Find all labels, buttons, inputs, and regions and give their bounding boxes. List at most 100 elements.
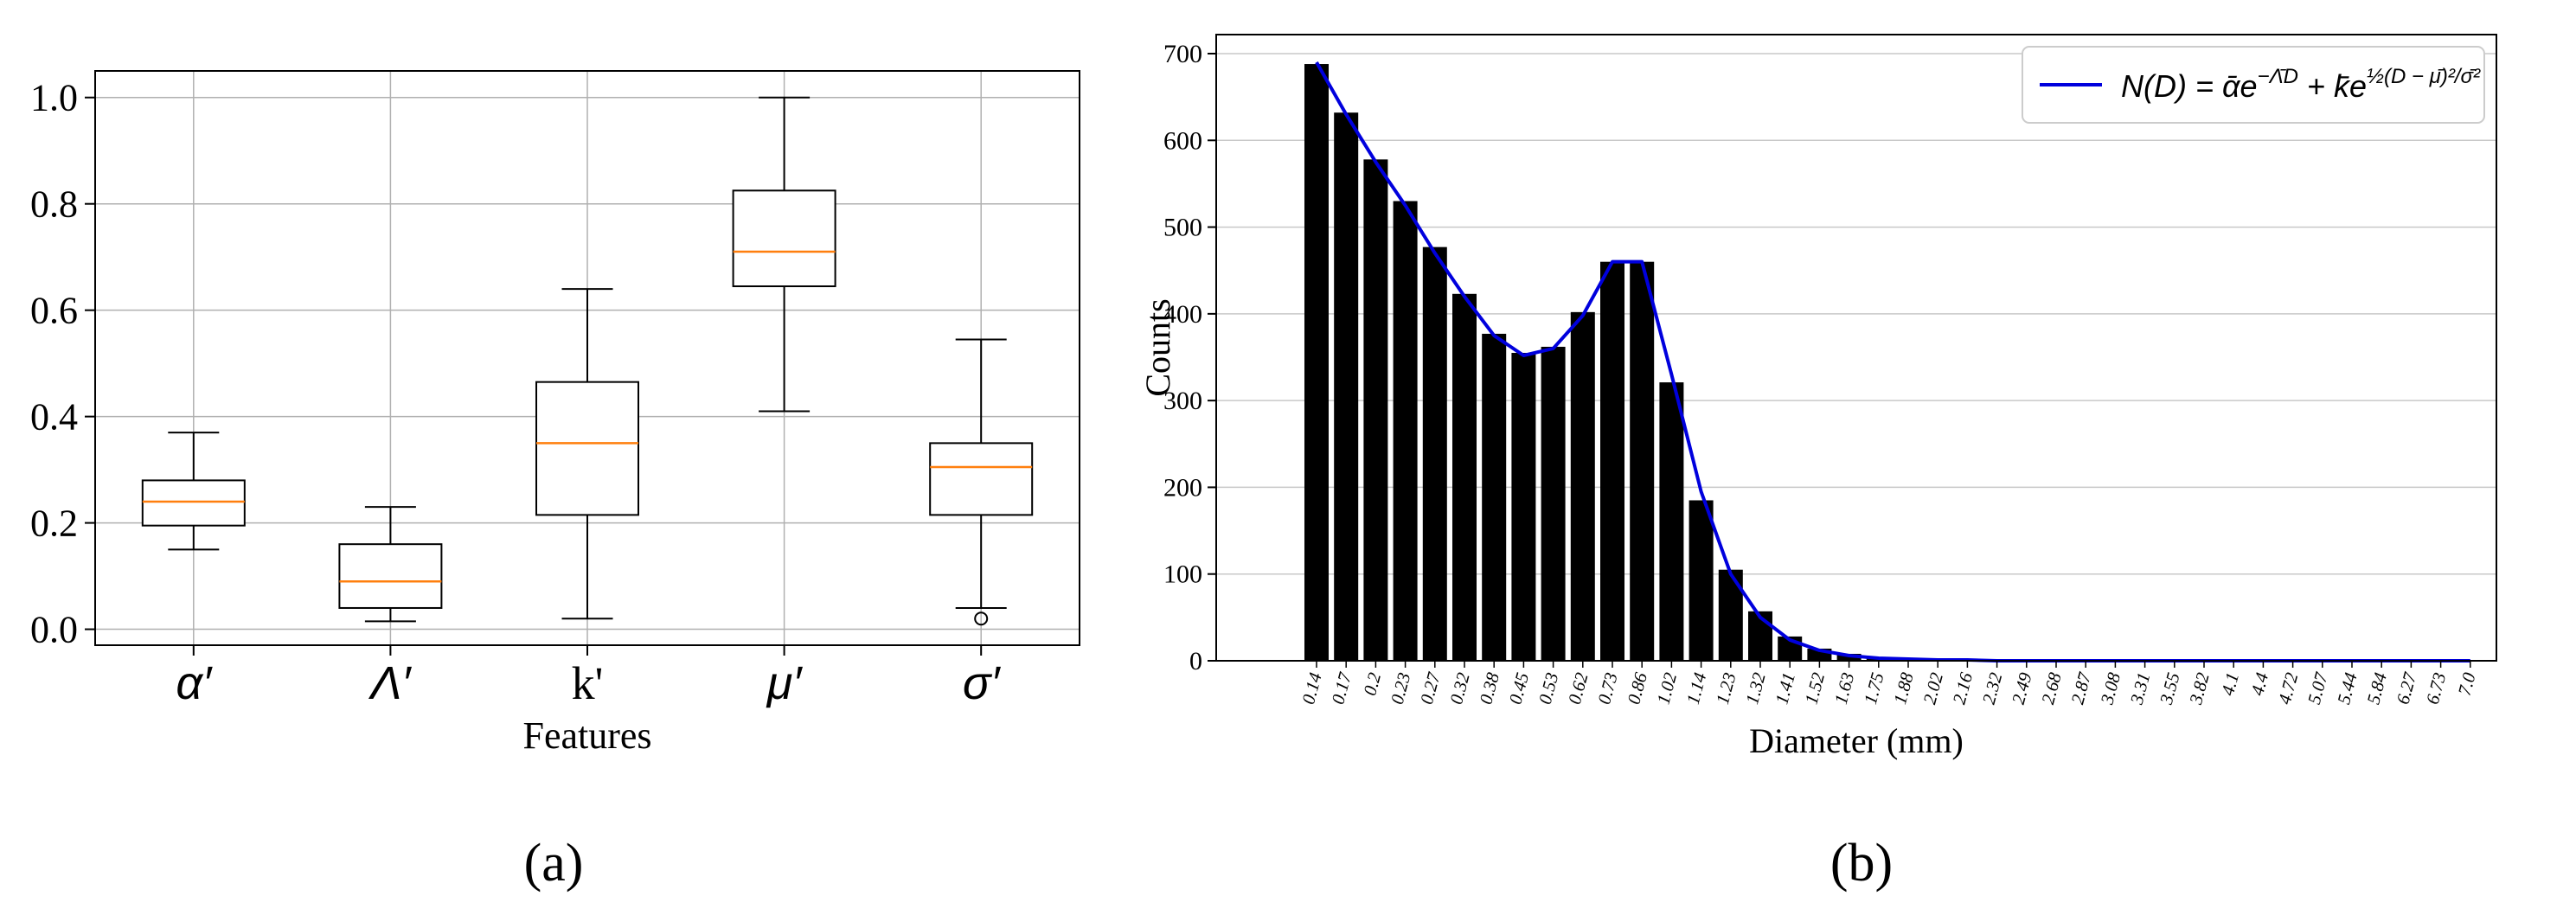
- x-tick-label: 4.72: [2274, 670, 2303, 707]
- x-axis-ticks: α′ Λ′ k' μ′ σ′: [176, 645, 1001, 709]
- x-tick-label: 3.08: [2096, 670, 2124, 707]
- y-tick-label: 0: [1189, 647, 1202, 675]
- x-tick-label: σ′: [963, 657, 1002, 709]
- x-tick-label: 2.32: [1978, 670, 2007, 707]
- y-tick-label: 0.4: [30, 396, 78, 438]
- y-axis-ticks: 0 100 200 300 400 500 600 700: [1163, 40, 1216, 675]
- x-tick-label: Λ′: [368, 657, 412, 709]
- x-tick-label: 1.14: [1682, 670, 1711, 707]
- y-tick-label: 0.8: [30, 183, 78, 226]
- x-tick-label: 5.84: [2362, 670, 2391, 707]
- legend-box: [2022, 46, 2485, 124]
- x-tick-label: 4.1: [2217, 670, 2243, 698]
- x-tick-label: 3.31: [2125, 670, 2154, 707]
- x-tick-label: 0.73: [1593, 670, 1622, 707]
- box: [338, 506, 443, 623]
- y-tick-label: 600: [1163, 126, 1202, 155]
- box: [732, 96, 836, 413]
- histogram-chart: 0 100 200 300 400 500 600 700 0.14 0.17 0.2 0.23 0.…: [1138, 34, 2497, 893]
- x-tick-label: 1.52: [1801, 670, 1829, 707]
- bar: [1718, 569, 1743, 661]
- x-tick-label: 2.02: [1919, 670, 1947, 707]
- x-tick-label: 6.27: [2393, 669, 2421, 707]
- x-tick-label: 1.02: [1653, 670, 1682, 707]
- x-tick-label: 2.68: [2037, 670, 2066, 707]
- x-tick-label: 0.86: [1623, 670, 1651, 707]
- y-tick-label: 100: [1163, 560, 1202, 589]
- x-tick-label: 1.41: [1771, 670, 1799, 707]
- x-tick-label: 0.53: [1535, 670, 1563, 707]
- bar: [1422, 246, 1447, 661]
- x-tick-label: 1.23: [1712, 670, 1740, 707]
- bar-series: [1304, 64, 2039, 662]
- x-tick-label: 0.62: [1564, 670, 1592, 707]
- y-tick-label: 700: [1163, 40, 1202, 68]
- x-tick-label: 3.82: [2185, 670, 2214, 707]
- box-body: [929, 442, 1034, 516]
- x-tick-label: 4.4: [2246, 670, 2272, 698]
- bar: [1659, 382, 1684, 661]
- panel-label-a: (a): [524, 834, 584, 893]
- bar: [1511, 352, 1536, 661]
- y-axis-ticks: 0.0 0.2 0.4 0.6 0.8 1.0: [30, 77, 95, 651]
- bar: [1452, 293, 1477, 661]
- x-tick-label: 0.14: [1298, 670, 1326, 707]
- grid-lines: [95, 71, 1080, 645]
- x-tick-label: 6.73: [2422, 670, 2451, 707]
- bar: [1688, 500, 1714, 661]
- x-axis-ticks: 0.14 0.17 0.2 0.23 0.27 0.32 0.38 0.45 0.53 0.62 0…: [1298, 661, 2480, 707]
- x-tick-label: 3.55: [2156, 670, 2184, 707]
- box-body: [338, 543, 443, 609]
- box-body: [732, 189, 836, 287]
- x-tick-label: 0.32: [1445, 670, 1474, 707]
- bar: [1630, 261, 1655, 661]
- bar: [1570, 311, 1595, 661]
- x-tick-label: 5.07: [2304, 669, 2332, 707]
- bar: [1600, 261, 1624, 661]
- x-tick-label: α′: [176, 657, 213, 709]
- bar: [1541, 346, 1566, 661]
- x-tick-label: 0.38: [1475, 670, 1503, 707]
- bar: [1482, 333, 1507, 661]
- box: [141, 432, 246, 551]
- outlier-point: [974, 611, 989, 626]
- x-tick-label: 2.49: [2008, 670, 2036, 707]
- plot-frame: [94, 70, 1080, 646]
- y-tick-label: 200: [1163, 473, 1202, 502]
- y-tick-label: 0.6: [30, 290, 78, 332]
- box-body: [141, 479, 246, 527]
- box: [929, 338, 1034, 626]
- y-tick-label: 400: [1163, 300, 1202, 329]
- x-tick-label: μ′: [766, 657, 804, 709]
- box-series: [141, 96, 1034, 626]
- x-tick-label: 0.27: [1416, 669, 1445, 707]
- x-tick-label: k': [572, 657, 604, 709]
- x-tick-label: 1.63: [1830, 670, 1859, 707]
- y-tick-label: 1.0: [30, 77, 78, 119]
- bar: [1334, 112, 1359, 662]
- box: [535, 288, 639, 620]
- x-tick-label: 1.88: [1889, 670, 1918, 707]
- x-tick-label: 7.0: [2454, 670, 2480, 698]
- y-tick-label: 0.0: [30, 609, 78, 651]
- x-tick-label: 1.75: [1860, 670, 1888, 707]
- y-axis-label: Counts: [1138, 298, 1177, 396]
- box-plot-chart: 0.0 0.2 0.4 0.6 0.8 1.0 α′ Λ′ k' μ′ σ′ Features (…: [30, 70, 1080, 893]
- legend: N(D) = ᾱe−Λ̄D + k̄e½(D − μ̄)²/σ̄²: [2022, 46, 2485, 124]
- panel-label-b: (b): [1830, 834, 1893, 893]
- x-tick-label: 1.32: [1741, 670, 1770, 707]
- x-tick-label: 0.45: [1505, 670, 1534, 707]
- plot-frame: [1215, 34, 2497, 662]
- bar: [1393, 201, 1418, 661]
- y-tick-label: 0.2: [30, 503, 78, 545]
- x-axis-label: Diameter (mm): [1749, 721, 1964, 760]
- box-body: [535, 381, 639, 516]
- x-tick-label: 5.44: [2333, 670, 2361, 707]
- y-tick-label: 300: [1163, 387, 1202, 415]
- x-tick-label: 0.17: [1327, 669, 1355, 707]
- y-tick-label: 500: [1163, 214, 1202, 242]
- x-tick-label: 2.87: [2067, 669, 2095, 707]
- bar: [1363, 159, 1388, 661]
- x-tick-label: 2.16: [1949, 670, 1977, 707]
- x-axis-label: Features: [522, 714, 651, 757]
